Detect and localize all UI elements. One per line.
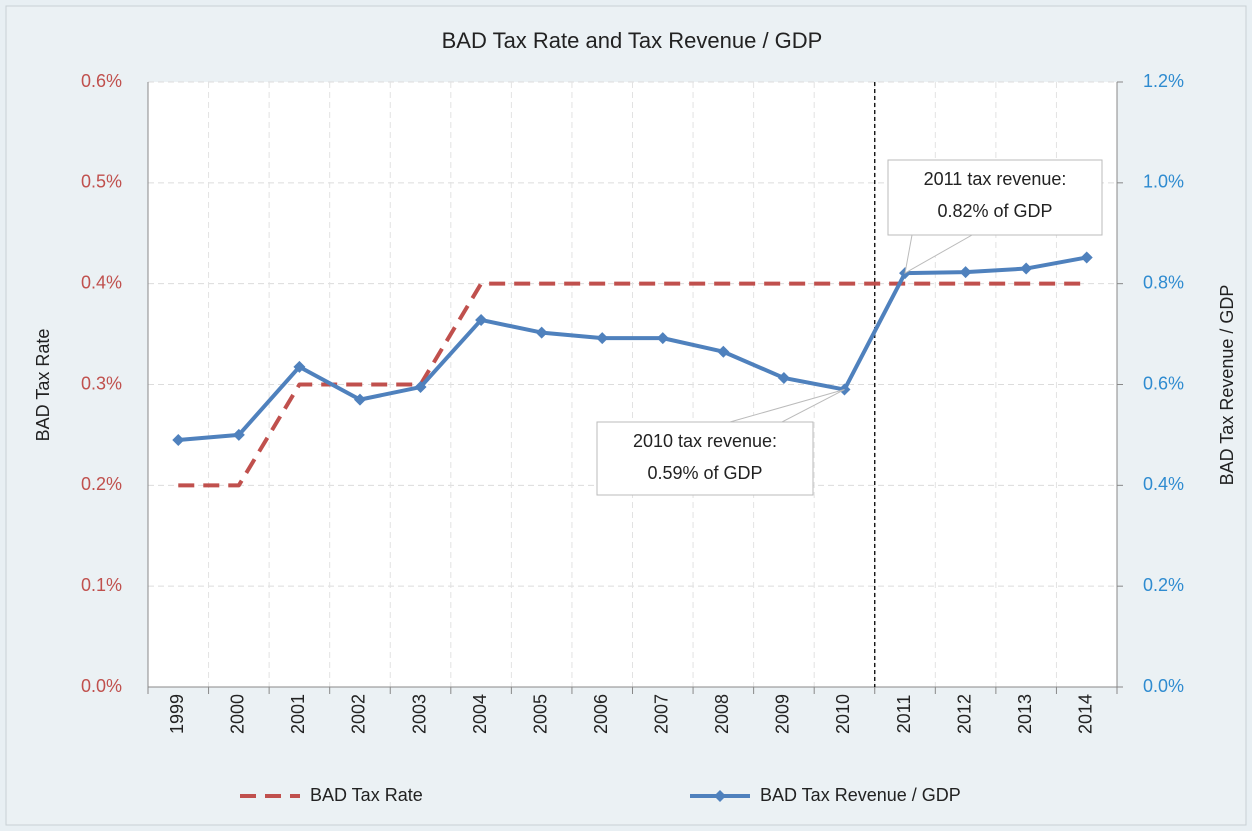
data-point	[656, 332, 669, 345]
x-tick-label: 2009	[773, 694, 793, 734]
data-point	[596, 332, 609, 345]
x-tick-label: 2006	[591, 694, 611, 734]
y2-axis-title: BAD Tax Revenue / GDP	[1217, 285, 1237, 486]
x-tick-label: 1999	[167, 694, 187, 734]
y2-tick-label: 1.0%	[1143, 172, 1184, 192]
data-point	[293, 360, 306, 373]
callout-text: 2011 tax revenue:	[924, 169, 1067, 189]
x-tick-label: 2002	[349, 694, 369, 734]
y2-tick-label: 0.4%	[1143, 474, 1184, 494]
x-tick-label: 2005	[530, 694, 550, 734]
data-point	[535, 326, 548, 339]
y2-tick-label: 0.8%	[1143, 272, 1184, 292]
y2-tick-label: 0.0%	[1143, 676, 1184, 696]
x-tick-label: 2010	[833, 694, 853, 734]
legend-marker	[714, 790, 726, 802]
data-point	[172, 433, 185, 446]
y-tick-label: 0.4%	[81, 272, 122, 292]
chart-title: BAD Tax Rate and Tax Revenue / GDP	[442, 28, 823, 53]
callout-text: 0.82% of GDP	[937, 201, 1052, 221]
y-axis-title: BAD Tax Rate	[33, 329, 53, 442]
data-point	[414, 381, 427, 394]
series-line	[178, 255, 1088, 442]
x-tick-label: 2000	[228, 694, 248, 734]
callout-box	[596, 421, 814, 496]
y-tick-label: 0.6%	[81, 71, 122, 91]
y2-tick-label: 1.2%	[1143, 71, 1184, 91]
y-tick-label: 0.3%	[81, 373, 122, 393]
y-tick-label: 0.0%	[81, 676, 122, 696]
callout-text: 0.59% of GDP	[647, 463, 762, 483]
x-tick-label: 2007	[652, 694, 672, 734]
x-tick-label: 2013	[1015, 694, 1035, 734]
y-tick-label: 0.2%	[81, 474, 122, 494]
y-tick-label: 0.5%	[81, 172, 122, 192]
callout-text: 2010 tax revenue:	[633, 431, 777, 451]
x-tick-label: 2011	[894, 695, 914, 734]
legend-label: BAD Tax Revenue / GDP	[760, 785, 961, 805]
x-tick-label: 2004	[470, 694, 490, 734]
y-tick-label: 0.1%	[81, 575, 122, 595]
data-point	[232, 428, 245, 441]
data-point	[1020, 262, 1033, 275]
data-point	[959, 266, 972, 279]
x-tick-label: 2001	[288, 694, 308, 734]
x-tick-label: 2012	[954, 694, 974, 734]
legend-label: BAD Tax Rate	[310, 785, 423, 805]
x-tick-label: 2008	[712, 694, 732, 734]
x-tick-label: 2003	[409, 694, 429, 734]
y2-tick-label: 0.2%	[1143, 575, 1184, 595]
data-point	[777, 371, 790, 384]
data-point	[475, 313, 488, 326]
callout-box	[887, 159, 1103, 236]
data-point	[1080, 251, 1093, 264]
x-tick-label: 2014	[1075, 694, 1095, 734]
data-point	[717, 345, 730, 358]
data-point	[353, 393, 366, 406]
y2-tick-label: 0.6%	[1143, 373, 1184, 393]
